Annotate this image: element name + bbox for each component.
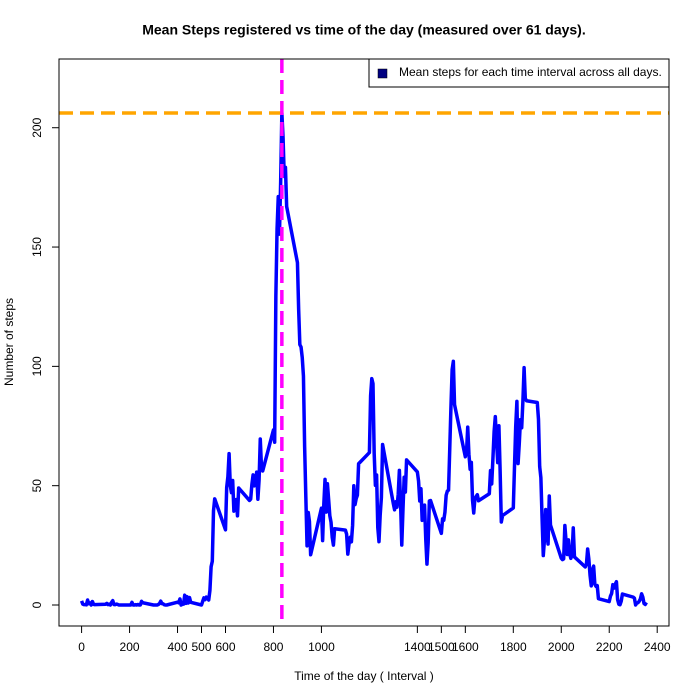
plot-frame: [58, 58, 670, 627]
y-tick-label: 50: [30, 479, 44, 493]
legend-box: [368, 58, 670, 88]
x-tick-label: 1500: [428, 640, 455, 654]
x-tick-label: 500: [191, 640, 211, 654]
x-tick-label: 1400: [404, 640, 431, 654]
legend-label: Mean steps for each time interval across…: [399, 65, 662, 79]
x-tick-label: 0: [78, 640, 85, 654]
x-tick-label: 2200: [596, 640, 623, 654]
x-tick-label: 200: [120, 640, 140, 654]
chart-title: Mean Steps registered vs time of the day…: [142, 22, 586, 38]
y-tick-label: 0: [30, 601, 44, 608]
x-axis-label: Time of the day ( Interval ): [294, 669, 434, 683]
x-tick-label: 2000: [548, 640, 575, 654]
x-tick-label: 1600: [452, 640, 479, 654]
x-tick-label: 600: [215, 640, 235, 654]
data-line: [79, 111, 648, 607]
y-tick-label: 100: [30, 356, 44, 376]
x-tick-label: 2400: [644, 640, 671, 654]
x-tick-label: 400: [168, 640, 188, 654]
y-tick-label: 200: [30, 117, 44, 137]
y-axis-label: Number of steps: [2, 298, 16, 386]
x-tick-label: 1000: [308, 640, 335, 654]
legend-swatch: [377, 68, 388, 79]
y-tick-label: 150: [30, 237, 44, 257]
x-tick-label: 1800: [500, 640, 527, 654]
x-tick-label: 800: [263, 640, 283, 654]
